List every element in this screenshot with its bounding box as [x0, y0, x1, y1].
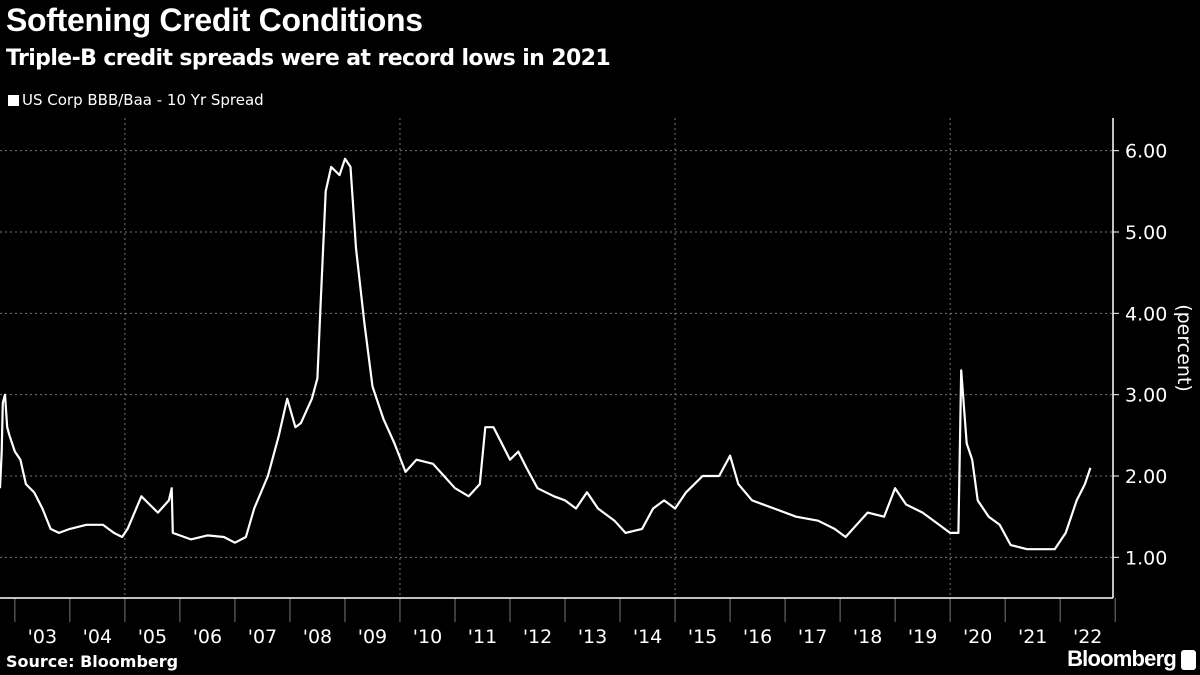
- x-tick-label: '09: [358, 626, 387, 648]
- legend-swatch: [8, 94, 19, 106]
- x-tick-label: '08: [303, 626, 332, 648]
- x-tick-label: '06: [193, 626, 222, 648]
- x-tick-label: '14: [633, 626, 662, 648]
- x-tick-label: '15: [688, 626, 717, 648]
- x-tick-label: '19: [908, 626, 937, 648]
- x-tick-label: '22: [1073, 626, 1102, 648]
- series-line-bbb-spread: [0, 157, 1092, 551]
- x-tick-label: '04: [83, 626, 112, 648]
- legend-label: US Corp BBB/Baa - 10 Yr Spread: [22, 91, 264, 109]
- x-tick-label: '13: [578, 626, 607, 648]
- chart-subtitle: Triple-B credit spreads were at record l…: [6, 46, 611, 71]
- bloomberg-logo: Bloomberg: [1067, 646, 1177, 671]
- y-tick-label: 5.00: [1125, 222, 1167, 244]
- x-tick-label: '17: [798, 626, 827, 648]
- legend: US Corp BBB/Baa - 10 Yr Spread: [8, 91, 264, 109]
- y-axis-label: (percent): [1173, 304, 1195, 392]
- bloomberg-terminal-icon: [1181, 650, 1196, 670]
- x-tick-label: '18: [853, 626, 882, 648]
- x-tick-label: '11: [468, 626, 497, 648]
- y-tick-label: 2.00: [1125, 466, 1167, 488]
- x-tick-label: '05: [138, 626, 167, 648]
- x-tick-label: '10: [413, 626, 442, 648]
- y-tick-label: 4.00: [1125, 303, 1167, 325]
- x-tick-label: '16: [743, 626, 772, 648]
- x-tick-label: '07: [248, 626, 277, 648]
- chart-title: Softening Credit Conditions: [6, 2, 423, 38]
- x-tick-label: '12: [523, 626, 552, 648]
- x-tick-label: '21: [1018, 626, 1047, 648]
- x-tick-label: '20: [963, 626, 992, 648]
- y-tick-label: 3.00: [1125, 385, 1167, 407]
- source-note: Source: Bloomberg: [6, 652, 179, 671]
- y-tick-label: 6.00: [1125, 141, 1167, 163]
- x-tick-label: '03: [28, 626, 57, 648]
- y-tick-label: 1.00: [1125, 547, 1167, 569]
